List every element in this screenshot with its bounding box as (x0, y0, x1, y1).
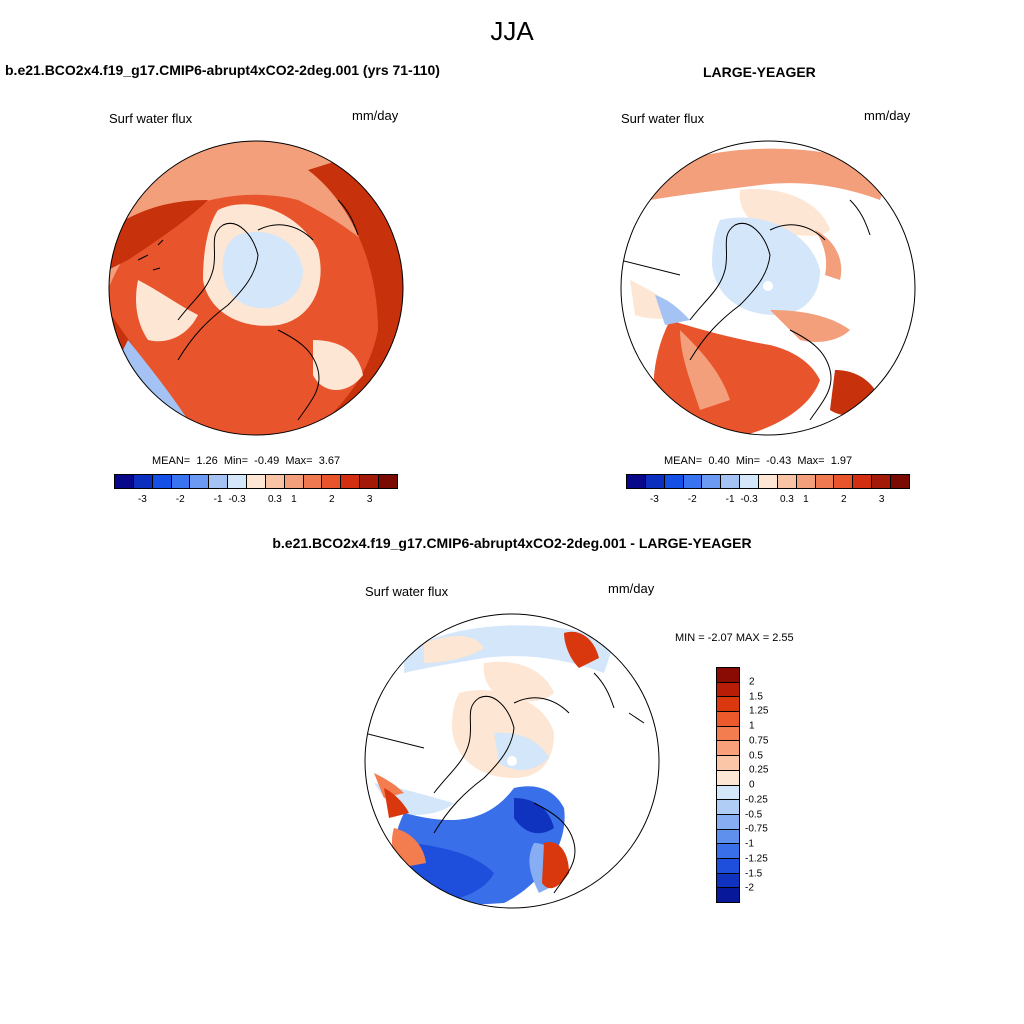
colorbar-swatch (265, 475, 285, 488)
colorbar-swatch (228, 475, 248, 488)
panel1-polar-map (108, 140, 404, 436)
colorbar-swatch (683, 475, 703, 488)
panel1-case-title: b.e21.BCO2x4.f19_g17.CMIP6-abrupt4xCO2-2… (5, 62, 440, 78)
panel1-variable-label: Surf water flux (109, 111, 193, 126)
colorbar-tick-label: 1.25 (749, 705, 769, 717)
colorbar-tick-label: -0.3 (740, 494, 758, 505)
colorbar-swatch (740, 475, 760, 488)
colorbar-tick-label: -1 (725, 494, 735, 505)
panel3-colorbar (716, 667, 740, 903)
colorbar-tick-label: 0 (749, 779, 755, 791)
panel3-colorbar-ticks: 2 1.5 1.25 1 0.75 0.5 0.25 0 -0.25 -0.5 -0.75 -1 -1.… (745, 667, 785, 903)
colorbar-swatch (717, 770, 739, 786)
colorbar-tick-label: 0.75 (749, 735, 769, 747)
colorbar-swatch (133, 475, 153, 488)
colorbar-tick-label: 0.25 (749, 764, 769, 776)
colorbar-swatch (152, 475, 172, 488)
panel3-polar-map (364, 613, 660, 909)
panel2-case-title: LARGE-YEAGER (703, 64, 816, 80)
colorbar-swatch (717, 741, 739, 757)
colorbar-swatch (341, 475, 361, 488)
panel2-colorbar-ticks: -3 -2 -1 -0.3 0.3 1 2 3 (626, 494, 910, 508)
colorbar-swatch (303, 475, 323, 488)
colorbar-swatch (379, 475, 397, 488)
colorbar-swatch (717, 829, 739, 845)
colorbar-swatch (717, 814, 739, 830)
colorbar-swatch (815, 475, 835, 488)
colorbar-swatch (190, 475, 210, 488)
colorbar-tick-label: 3 (878, 494, 885, 505)
colorbar-tick-label: 3 (366, 494, 373, 505)
colorbar-swatch (171, 475, 191, 488)
colorbar-tick-label: -0.75 (745, 823, 768, 835)
colorbar-swatch (717, 756, 739, 771)
panel1-colorbar (114, 474, 398, 489)
colorbar-tick-label: 2 (328, 494, 335, 505)
colorbar-tick-label: -3 (137, 494, 147, 505)
colorbar-tick-label: -1.5 (745, 868, 763, 879)
colorbar-tick-label: -2 (687, 494, 697, 505)
colorbar-swatch (717, 668, 739, 683)
colorbar-swatch (717, 888, 739, 902)
panel2-polar-map (620, 140, 916, 436)
colorbar-tick-label: -1 (213, 494, 223, 505)
panel1-colorbar-ticks: -3 -2 -1 -0.3 0.3 1 2 3 (114, 494, 398, 508)
colorbar-swatch (717, 726, 739, 742)
colorbar-swatch (853, 475, 873, 488)
colorbar-swatch (834, 475, 854, 488)
panel2-variable-label: Surf water flux (621, 111, 705, 126)
colorbar-tick-label: 1.5 (749, 691, 763, 702)
colorbar-tick-label: 0.3 (267, 494, 282, 505)
colorbar-swatch (717, 682, 739, 698)
colorbar-swatch (360, 475, 380, 488)
panel3-minmax: MIN = -2.07 MAX = 2.55 (675, 632, 794, 644)
colorbar-tick-label: 2 (749, 676, 755, 688)
colorbar-swatch (796, 475, 816, 488)
panel2-stats: MEAN= 0.40 Min= -0.43 Max= 1.97 (664, 455, 853, 467)
colorbar-swatch (777, 475, 797, 488)
colorbar-swatch (891, 475, 909, 488)
colorbar-tick-label: 0.3 (779, 494, 794, 505)
colorbar-swatch (721, 475, 741, 488)
colorbar-swatch (759, 475, 778, 488)
colorbar-swatch (645, 475, 665, 488)
panel2-colorbar (626, 474, 910, 489)
colorbar-tick-label: -3 (649, 494, 659, 505)
colorbar-swatch (717, 844, 739, 859)
panel2-units-label: mm/day (864, 108, 911, 123)
colorbar-swatch (247, 475, 266, 488)
colorbar-swatch (627, 475, 646, 488)
colorbar-swatch (209, 475, 229, 488)
colorbar-tick-label: -0.25 (745, 794, 768, 806)
colorbar-swatch (284, 475, 304, 488)
colorbar-tick-label: 2 (840, 494, 847, 505)
colorbar-tick-label: -0.5 (745, 809, 763, 820)
panel3-variable-label: Surf water flux (365, 584, 449, 599)
panel1-units-label: mm/day (352, 108, 399, 123)
colorbar-swatch (717, 697, 739, 713)
colorbar-tick-label: -0.3 (228, 494, 246, 505)
colorbar-tick-label: -1.25 (745, 853, 768, 865)
colorbar-swatch (115, 475, 134, 488)
colorbar-tick-label: 1 (291, 494, 297, 505)
panel1-stats: MEAN= 1.26 Min= -0.49 Max= 3.67 (152, 455, 341, 467)
colorbar-swatch (322, 475, 342, 488)
colorbar-swatch (702, 475, 722, 488)
panel3-case-title: b.e21.BCO2x4.f19_g17.CMIP6-abrupt4xCO2-2… (272, 535, 752, 551)
colorbar-tick-label: -1 (745, 838, 754, 850)
figure-title: JJA (490, 16, 534, 46)
colorbar-swatch (717, 800, 739, 815)
colorbar-swatch (717, 858, 739, 874)
colorbar-tick-label: -2 (175, 494, 185, 505)
colorbar-tick-label: -2 (745, 882, 754, 894)
colorbar-tick-label: 0.5 (749, 750, 763, 761)
colorbar-swatch (717, 712, 739, 727)
colorbar-swatch (717, 785, 739, 801)
colorbar-swatch (872, 475, 892, 488)
panel3-units-label: mm/day (608, 581, 655, 596)
colorbar-swatch (664, 475, 684, 488)
colorbar-swatch (717, 873, 739, 889)
colorbar-tick-label: 1 (749, 720, 755, 732)
colorbar-tick-label: 1 (803, 494, 809, 505)
